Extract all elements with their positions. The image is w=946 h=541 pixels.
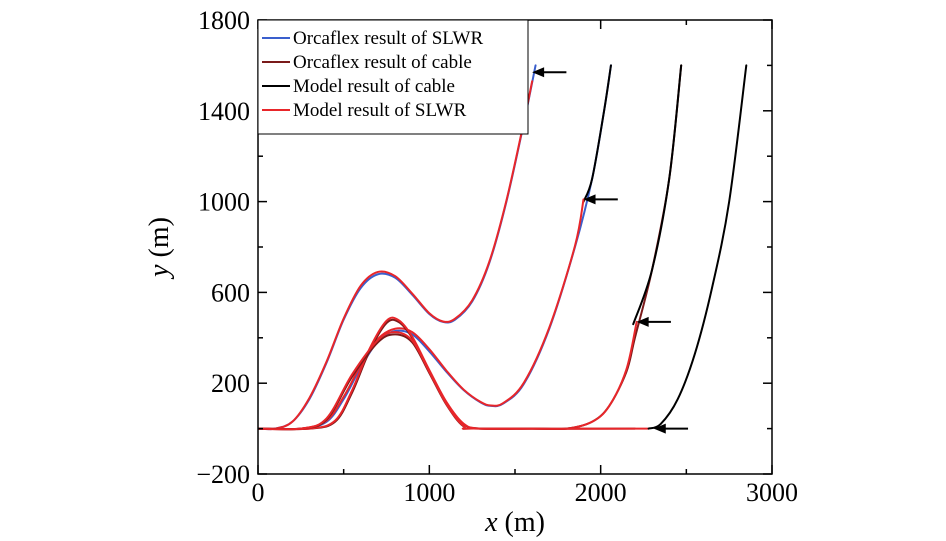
y-tick-label: 600 xyxy=(211,278,250,307)
legend-entries: Orcaflex result of SLWR Orcaflex result o… xyxy=(262,28,483,121)
curve-d-layer-3 xyxy=(647,64,748,430)
annotation-layer xyxy=(532,67,689,434)
curve-c-layer-2 xyxy=(632,64,683,326)
legend-label: Orcaflex result of cable xyxy=(293,52,472,73)
curve-d-layer-2 xyxy=(258,331,650,431)
y-tick-label: 1800 xyxy=(198,6,250,35)
curve-b-layer-2 xyxy=(582,64,612,203)
y-tick-label: 1400 xyxy=(198,97,250,126)
x-tick-label: 0 xyxy=(252,478,265,507)
legend-label: Model result of SLWR xyxy=(293,100,467,121)
y-axis-unit: (m) xyxy=(144,217,175,264)
x-tick-label: 1000 xyxy=(403,478,455,507)
y-tick-label: 200 xyxy=(211,369,250,398)
x-axis-var: x xyxy=(484,507,498,538)
legend: Orcaflex result of SLWR Orcaflex result o… xyxy=(257,19,529,135)
legend-box xyxy=(257,19,529,135)
arrow-head xyxy=(532,67,545,78)
y-axis-label: y (m) xyxy=(144,217,175,280)
x-axis-label: x (m) xyxy=(484,507,545,538)
x-tick-label: 3000 xyxy=(746,478,798,507)
x-tick-label: 2000 xyxy=(575,478,627,507)
arrow-head xyxy=(653,423,666,434)
legend-label: Orcaflex result of SLWR xyxy=(293,28,483,49)
curve-a-layer-2 xyxy=(258,80,534,431)
curve-b-layer-3 xyxy=(258,198,585,431)
y-tick-label: 1000 xyxy=(198,188,250,217)
legend-label: Model result of cable xyxy=(293,76,455,97)
tick-labels-layer: 0 1000 2000 3000 −200 200 600 1000 1400 1800 xyxy=(196,6,798,507)
arrow-head xyxy=(583,194,596,205)
y-axis-var: y xyxy=(144,264,175,280)
data-layer xyxy=(258,64,748,431)
arrow-head xyxy=(636,316,649,327)
y-tick-label: −200 xyxy=(196,460,250,489)
curve-d-layer-1 xyxy=(258,333,636,431)
x-axis-unit: (m) xyxy=(498,507,545,538)
